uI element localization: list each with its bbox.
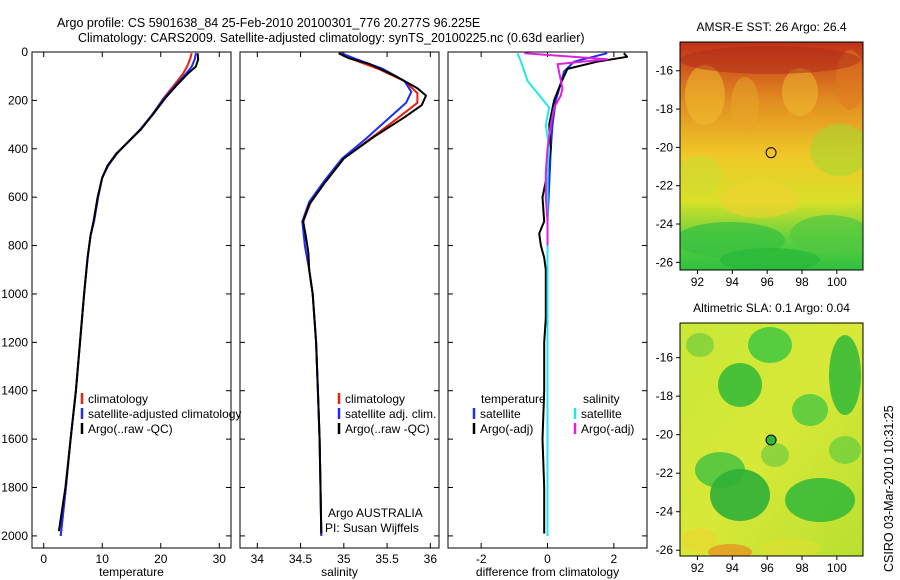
y-tick-label: -24 bbox=[656, 505, 674, 519]
x-tick-label: 0 bbox=[40, 552, 47, 566]
series-line-salinity-satellite bbox=[516, 52, 551, 536]
y-tick-label: 1000 bbox=[1, 287, 28, 301]
x-tick-label: 98 bbox=[795, 275, 809, 289]
y-tick-label: -18 bbox=[656, 389, 674, 403]
x-tick-label: 35 bbox=[337, 552, 351, 566]
x-tick-label: 100 bbox=[827, 561, 847, 575]
series-line-argo-raw-qc- bbox=[302, 52, 427, 534]
x-tick-label: 20 bbox=[154, 552, 168, 566]
sla-map-axes: Altimetric SLA: 0.1 Argo: 0.04 92 94 96 98 10… bbox=[656, 301, 864, 575]
x-tick-label: 0 bbox=[544, 552, 551, 566]
salinity-legend-entry-label: satellite adj. clim. bbox=[345, 407, 436, 421]
x-tick-label: -2 bbox=[476, 552, 487, 566]
salinity-x-axis-label: salinity bbox=[321, 565, 358, 579]
y-tick-label: 200 bbox=[8, 93, 28, 107]
y-tick-label: 0 bbox=[21, 45, 28, 59]
sla-map-texture bbox=[682, 327, 861, 556]
x-tick-label: 98 bbox=[795, 561, 809, 575]
temperature-axes-frame bbox=[31, 51, 232, 549]
salinity-axes-frame bbox=[239, 51, 440, 549]
x-tick-label: 36 bbox=[424, 552, 438, 566]
temperature-legend-entry-label: satellite-adjusted climatology bbox=[88, 407, 241, 421]
series-line-temperature-satellite bbox=[546, 52, 608, 536]
sst_map-title: AMSR-E SST: 26 Argo: 26.4 bbox=[696, 20, 846, 34]
x-tick-label: 35.5 bbox=[375, 552, 399, 566]
x-tick-label: 92 bbox=[691, 561, 705, 575]
temperature-legend-entry-label: Argo(..raw -QC) bbox=[88, 422, 173, 436]
y-tick-label: 400 bbox=[8, 142, 28, 156]
figure-title-line1: Argo profile: CS 5901638_84 25-Feb-2010 … bbox=[57, 16, 480, 30]
y-tick-label: 1400 bbox=[1, 384, 28, 398]
sla_map-frame bbox=[679, 322, 864, 557]
x-tick-label: 10 bbox=[96, 552, 110, 566]
y-tick-label: -26 bbox=[656, 543, 674, 557]
salinity-annotation-line1: Argo AUSTRALIA bbox=[328, 506, 423, 520]
sla_map-title: Altimetric SLA: 0.1 Argo: 0.04 bbox=[693, 301, 850, 315]
y-tick-label: 1600 bbox=[1, 432, 28, 446]
difference-legend-temperature-heading: temperature bbox=[481, 392, 546, 406]
x-tick-label: 2 bbox=[610, 552, 617, 566]
y-tick-label: -22 bbox=[656, 179, 674, 193]
salinity-legend-entry-label: climatology bbox=[345, 392, 405, 406]
series-line-satellite-adj-clim- bbox=[301, 52, 413, 536]
difference-legend-temperature-argo-label: Argo(-adj) bbox=[480, 422, 533, 436]
y-tick-label: -16 bbox=[656, 64, 674, 78]
difference-legend-salinity-heading: salinity bbox=[583, 392, 620, 406]
sst-map-texture bbox=[680, 46, 863, 270]
salinity-legend-entry-label: Argo(..raw -QC) bbox=[345, 422, 430, 436]
x-tick-label: 96 bbox=[760, 275, 774, 289]
series-line-climatology bbox=[59, 52, 193, 537]
difference-legend-salinity-argo-label: Argo(-adj) bbox=[581, 422, 634, 436]
y-tick-label: -20 bbox=[656, 140, 674, 154]
difference-legend-temperature-satellite-label: satellite bbox=[480, 407, 521, 421]
sst_map-argo-location-marker bbox=[765, 147, 777, 159]
sst_map-frame bbox=[679, 41, 864, 271]
sst-map-axes: AMSR-E SST: 26 Argo: 26.4 92 94 96 98 100 -16 -… bbox=[656, 20, 864, 289]
sla_map-argo-location-marker bbox=[765, 434, 777, 446]
y-tick-label: 1800 bbox=[1, 481, 28, 495]
temperature-legend-entry-label: climatology bbox=[88, 392, 148, 406]
difference-legend-salinity-satellite-label: satellite bbox=[581, 407, 622, 421]
x-tick-label: 34 bbox=[251, 552, 265, 566]
sst-map-panel bbox=[680, 42, 863, 270]
sla-map-panel bbox=[680, 323, 863, 556]
y-tick-label: 800 bbox=[8, 239, 28, 253]
x-tick-label: 96 bbox=[760, 561, 774, 575]
series-line-satellite-adjusted-climatology bbox=[59, 53, 197, 537]
y-tick-label: -18 bbox=[656, 102, 674, 116]
x-tick-label: 92 bbox=[691, 275, 705, 289]
x-tick-label: 94 bbox=[726, 275, 740, 289]
y-tick-label: -16 bbox=[656, 351, 674, 365]
y-tick-label: 600 bbox=[8, 190, 28, 204]
y-tick-label: -24 bbox=[656, 217, 674, 231]
x-tick-label: 30 bbox=[213, 552, 227, 566]
figure-footer: CSIRO 03-Mar-2010 10:31:25 bbox=[882, 405, 896, 572]
series-line-salinity-argo-adj- bbox=[524, 52, 609, 246]
x-tick-label: 34.5 bbox=[289, 552, 313, 566]
y-tick-label: 1200 bbox=[1, 335, 28, 349]
x-tick-label: 94 bbox=[726, 561, 740, 575]
difference-x-axis-label: difference from climatology bbox=[476, 565, 619, 579]
y-tick-label: -20 bbox=[656, 428, 674, 442]
salinity-annotation-line2: PI: Susan Wijffels bbox=[325, 521, 419, 535]
series-line-argo-raw-qc- bbox=[57, 53, 200, 532]
figure-title-line2: Climatology: CARS2009. Satellite-adjuste… bbox=[78, 31, 585, 45]
temperature-x-axis-label: temperature bbox=[99, 565, 164, 579]
salinity-profile-panel: 34 34.5 35 35.5 36 salinity climatologysatelli… bbox=[239, 51, 440, 579]
y-tick-label: -26 bbox=[656, 255, 674, 269]
y-tick-label: -22 bbox=[656, 466, 674, 480]
y-tick-label: 2000 bbox=[1, 529, 28, 543]
temperature-profile-panel: 0 10 20 30 0 200 400 600 800 1000 1200 1400 1600 1800… bbox=[1, 45, 241, 579]
series-line-temperature-argo-adj- bbox=[538, 52, 629, 534]
x-tick-label: 100 bbox=[827, 275, 847, 289]
